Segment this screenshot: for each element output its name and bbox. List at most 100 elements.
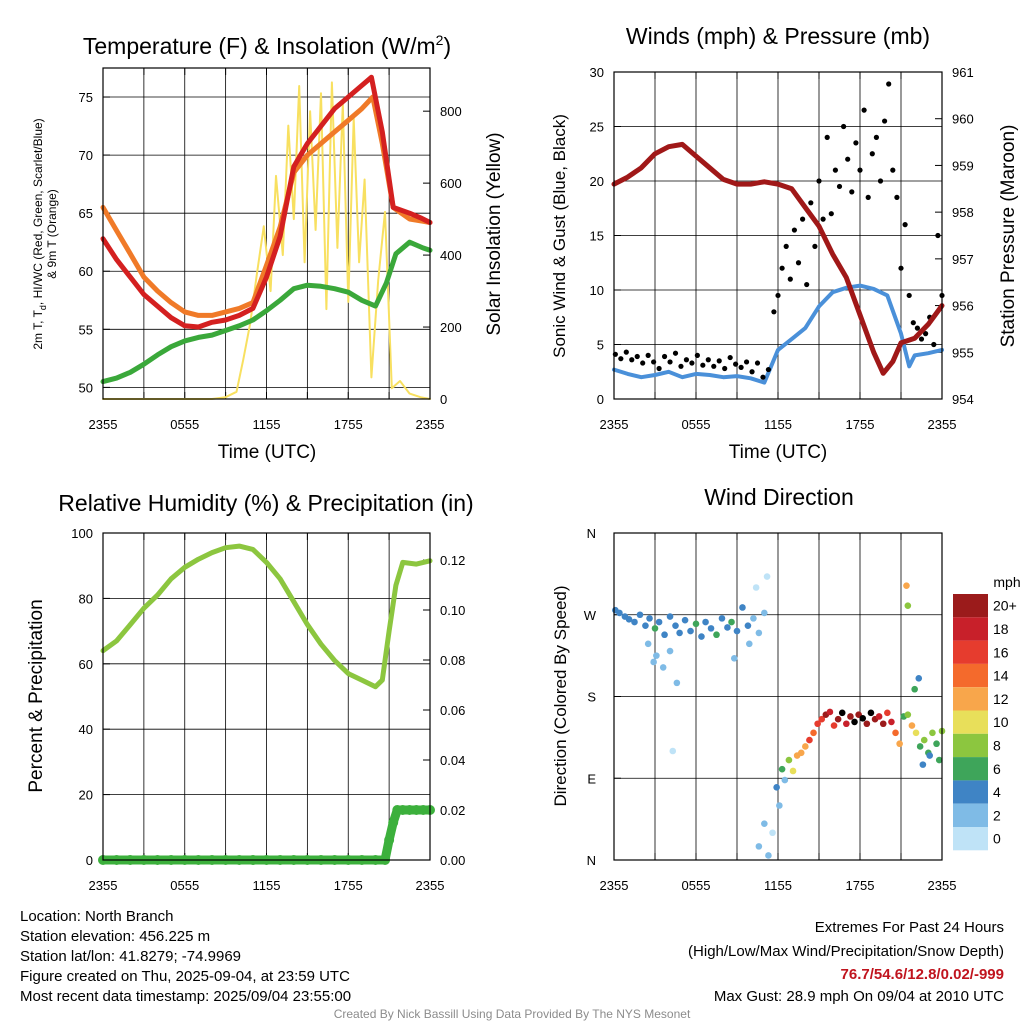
legend-swatch <box>953 803 988 827</box>
direction-ticks: 2355 0555 1155 1755 2355 N E S W N <box>584 526 957 893</box>
extremes-title: Extremes For Past 24 Hours <box>814 919 1004 936</box>
direction-point <box>755 629 763 637</box>
gust-point <box>791 227 798 233</box>
direction-point <box>631 618 638 626</box>
dir-xtick-label: 2355 <box>600 878 629 893</box>
wind-ytick-label: 25 <box>590 120 604 135</box>
temp-ytick-right-label: 200 <box>440 320 462 335</box>
gust-point <box>765 366 772 373</box>
gust-point <box>795 260 802 266</box>
wind-xtick-label: 1755 <box>846 417 875 432</box>
humidity-frame <box>102 532 431 861</box>
gust-point <box>918 336 925 342</box>
wind-ytick-right-label: 959 <box>952 158 974 173</box>
rh-ytick-right-label: 0.08 <box>440 653 465 668</box>
direction-point <box>851 718 858 726</box>
direction-point <box>818 715 826 723</box>
rh-xtick-label: 1155 <box>253 878 281 893</box>
gust-point <box>873 134 880 140</box>
gust-point <box>634 353 640 360</box>
rh-xtick-label: 1755 <box>334 878 363 893</box>
gust-point <box>629 357 635 363</box>
temperature-xlabel: Time (UTC) <box>218 442 317 463</box>
gust-point <box>694 352 700 358</box>
direction-point <box>810 729 817 737</box>
gust-point <box>640 360 646 366</box>
rh-ytick-right-label: 0.02 <box>440 803 465 818</box>
gust-point <box>861 107 867 113</box>
wind-ytick-right-label: 957 <box>952 252 974 267</box>
legend-label: 18 <box>993 621 1009 637</box>
rh-ytick-label: 60 <box>79 657 93 672</box>
gust-point <box>898 265 904 271</box>
gust-point <box>661 353 668 360</box>
legend-label: 14 <box>993 668 1009 684</box>
direction-point <box>859 715 867 722</box>
temp-ytick-label: 50 <box>79 380 93 395</box>
humidity-ticks: 2355 0555 1155 1755 2355 0 20 40 60 80 100 0.00 0.02… <box>71 526 465 893</box>
gust-point <box>816 178 822 184</box>
wind-xtick-label: 0555 <box>682 417 711 432</box>
wind-ylabel-left: Sonic Wind & Gust (Blue, Black) <box>550 114 569 358</box>
direction-point <box>912 729 920 737</box>
direction-point <box>933 740 940 748</box>
direction-point <box>673 679 681 687</box>
direction-point <box>672 622 679 629</box>
rh-ytick-label: 80 <box>79 591 93 606</box>
legend-swatch <box>953 640 988 664</box>
dir-ytick-label: N <box>587 526 596 541</box>
wind-ytick-label: 10 <box>590 283 604 298</box>
direction-point <box>761 820 768 827</box>
direction-point <box>724 624 731 631</box>
wind-ytick-right-label: 961 <box>952 65 974 80</box>
direction-point <box>896 740 903 748</box>
direction-point <box>669 747 677 755</box>
gust-point <box>618 356 624 362</box>
gust-point <box>857 167 863 173</box>
direction-point <box>713 631 720 639</box>
gust-point <box>678 363 684 369</box>
direction-point <box>655 618 663 626</box>
temp-ytick-right-label: 400 <box>440 248 462 263</box>
gust-point <box>783 243 789 249</box>
rh-ytick-right-label: 0.12 <box>440 553 465 568</box>
gust-point <box>902 222 908 228</box>
gust-point <box>667 359 673 365</box>
gust-point <box>760 374 766 380</box>
temp-xtick-label: 2355 <box>416 417 445 432</box>
wind-xlabel: Time (UTC) <box>729 442 828 463</box>
rh-xtick-label: 0555 <box>170 878 199 893</box>
gust-point <box>886 81 892 87</box>
direction-point <box>763 573 771 580</box>
dir-xtick-label: 1155 <box>764 878 792 893</box>
gust-point <box>820 216 826 222</box>
direction-point <box>920 736 928 744</box>
direction-point <box>814 720 821 728</box>
direction-point <box>769 829 776 837</box>
direction-point <box>730 655 738 662</box>
legend-title: mph <box>993 574 1020 590</box>
credit-line: Created By Nick Bassill Using Data Provi… <box>333 1007 691 1021</box>
legend-swatch <box>953 780 988 804</box>
precipitation-point <box>388 817 399 828</box>
wind-ytick-label: 0 <box>597 392 604 407</box>
legend-label: 6 <box>993 761 1001 777</box>
direction-point <box>625 615 633 623</box>
gust-point <box>779 265 785 271</box>
direction-point <box>692 620 700 628</box>
temperature-series <box>100 74 433 400</box>
max-gust: Max Gust: 28.9 mph On 09/04 at 2010 UTC <box>713 988 1004 1005</box>
rh-ytick-label: 100 <box>71 526 93 541</box>
humidity-panel-title: Relative Humidity (%) & Precipitation (i… <box>58 490 473 516</box>
direction-point <box>919 761 927 768</box>
legend-label: 20+ <box>993 598 1017 614</box>
direction-point <box>728 618 735 626</box>
gust-point <box>869 151 875 157</box>
wind-frame <box>613 71 943 400</box>
direction-point <box>676 629 683 637</box>
direction-point <box>904 602 912 609</box>
direction-point <box>916 743 924 750</box>
dir-ytick-label: S <box>587 690 596 705</box>
pressure-line <box>611 141 945 376</box>
wind-ytick-right-label: 954 <box>952 392 974 407</box>
